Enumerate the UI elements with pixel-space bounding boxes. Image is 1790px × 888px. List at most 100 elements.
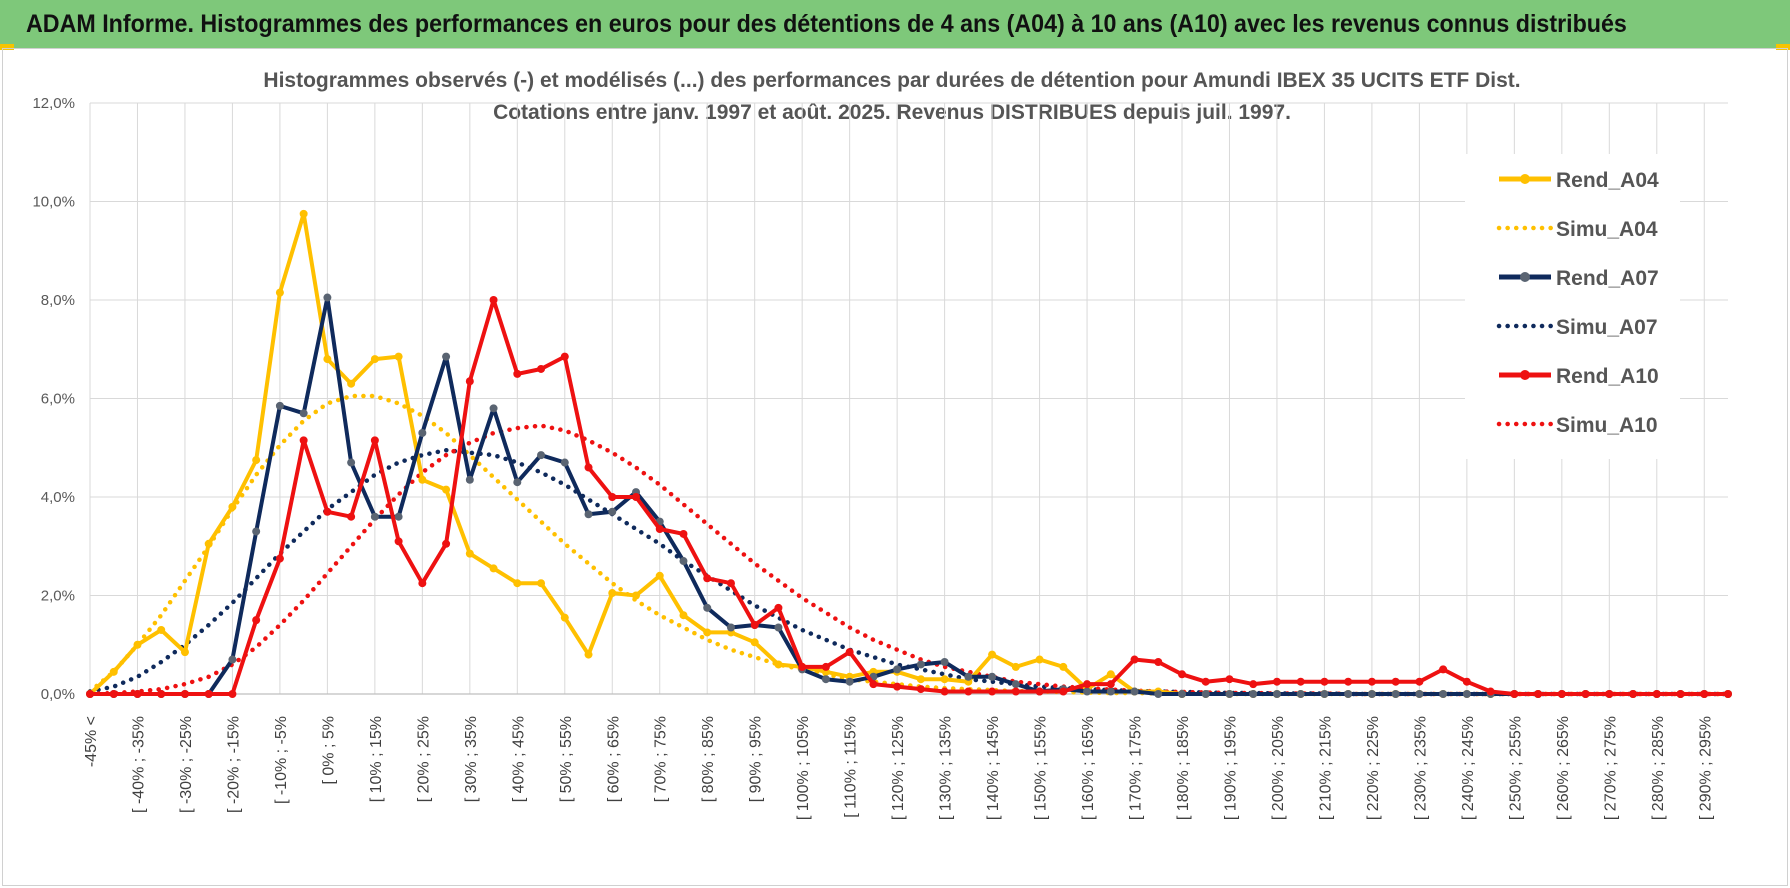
data-point (1462, 677, 1471, 686)
data-point (228, 655, 237, 664)
data-point (1296, 677, 1305, 686)
data-point (750, 621, 759, 630)
data-point (537, 451, 546, 460)
x-tick-label: [ 60% ; 65% (605, 716, 622, 802)
data-point (489, 404, 498, 413)
data-point (299, 409, 308, 418)
x-tick-label: [ 260% ; 265% (1555, 716, 1572, 820)
line-chart: Histogrammes observés (-) et modélisés (… (32, 69, 1732, 820)
data-point (252, 527, 261, 536)
y-tick-label: 0,0% (41, 686, 75, 703)
data-point (1011, 687, 1020, 696)
data-point (726, 579, 735, 588)
data-point (608, 589, 617, 598)
data-point (1391, 677, 1400, 686)
data-point (1106, 687, 1115, 696)
legend-item: Simu_A04 (1496, 218, 1658, 241)
y-tick-label: 12,0% (32, 95, 75, 112)
data-point (299, 436, 308, 445)
data-point (703, 574, 712, 583)
data-point (560, 352, 569, 361)
series-Simu_A07 (87, 447, 1731, 697)
data-point (703, 628, 712, 637)
observed-line (90, 295, 1728, 696)
legend-label: Rend_A07 (1556, 267, 1659, 290)
legend-box (1465, 154, 1680, 459)
data-point (513, 478, 522, 487)
x-tick-label: [ 80% ; 85% (700, 716, 717, 802)
data-point (394, 537, 403, 546)
legend-marker (1520, 272, 1530, 282)
data-point (964, 687, 973, 696)
data-point (1415, 690, 1424, 698)
data-point (442, 485, 451, 494)
data-point (1344, 690, 1353, 698)
legend-item: Rend_A04 (1499, 169, 1659, 192)
data-point (1534, 690, 1543, 698)
data-point (418, 475, 427, 484)
x-tick-label: [ 110% ; 115% (843, 716, 860, 818)
data-point (1106, 670, 1115, 679)
data-point (1225, 675, 1234, 684)
legend-item: Rend_A10 (1499, 365, 1659, 388)
data-point (608, 507, 617, 516)
data-point (513, 579, 522, 588)
data-point (774, 603, 783, 612)
data-point (1249, 680, 1258, 689)
page-title: ADAM Informe. Histogrammes des performan… (26, 9, 1627, 38)
legend-item: Simu_A10 (1496, 414, 1658, 437)
data-point (418, 579, 427, 588)
data-point (798, 662, 807, 671)
data-point (584, 650, 593, 659)
data-point (893, 665, 902, 674)
x-tick-label: [ 120% ; 125% (890, 716, 907, 820)
data-point (442, 539, 451, 548)
data-point (465, 377, 474, 386)
data-point (347, 379, 356, 388)
data-point (1225, 690, 1234, 698)
data-point (679, 611, 688, 620)
data-point (1154, 690, 1163, 698)
data-point (632, 591, 640, 600)
data-point (465, 475, 474, 484)
legend: Rend_A04 Simu_A04 Rend_A07 Simu_A07 Rend_A10… (1465, 154, 1680, 459)
data-point (394, 352, 403, 361)
legend-item: Simu_A07 (1496, 316, 1658, 339)
data-point (1652, 690, 1661, 698)
data-point (1083, 687, 1092, 696)
data-point (347, 512, 356, 521)
data-point (916, 675, 925, 684)
data-point (1035, 655, 1044, 664)
x-tick-label: [ 100% ; 105% (795, 716, 812, 820)
legend-label: Rend_A04 (1556, 169, 1659, 192)
data-point (1510, 690, 1519, 698)
data-point (632, 493, 640, 501)
data-point (347, 458, 356, 467)
legend-label: Rend_A10 (1556, 365, 1659, 388)
data-point (323, 507, 332, 516)
x-tick-label: [ 10% ; 15% (368, 716, 385, 802)
data-point (1059, 662, 1068, 671)
data-point (584, 463, 593, 472)
x-tick-label: [ 250% ; 255% (1507, 716, 1524, 820)
data-point (1557, 690, 1566, 698)
data-point (323, 293, 332, 302)
x-tick-label: [ 170% ; 175% (1128, 716, 1145, 820)
x-tick-label: [ 40% ; 45% (510, 716, 527, 802)
data-point (655, 525, 664, 534)
data-point (916, 660, 925, 669)
data-point (513, 369, 522, 378)
x-axis-labels: -45% < [ -40% ; -35% [ -30% ; -25% [ -20% ;… (83, 716, 1714, 820)
data-point (584, 510, 593, 519)
simulated-line (87, 447, 1731, 697)
data-point (560, 613, 569, 622)
data-point (1439, 690, 1448, 698)
x-tick-label: -45% < (83, 716, 100, 767)
data-point (845, 677, 854, 686)
data-point (252, 456, 261, 465)
data-point (679, 529, 688, 538)
x-tick-label: [ -20% ; -15% (225, 716, 242, 813)
data-point (608, 493, 617, 501)
chart-area: Histogrammes observés (-) et modélisés (… (2, 48, 1788, 886)
banner-corner-left (0, 44, 14, 50)
